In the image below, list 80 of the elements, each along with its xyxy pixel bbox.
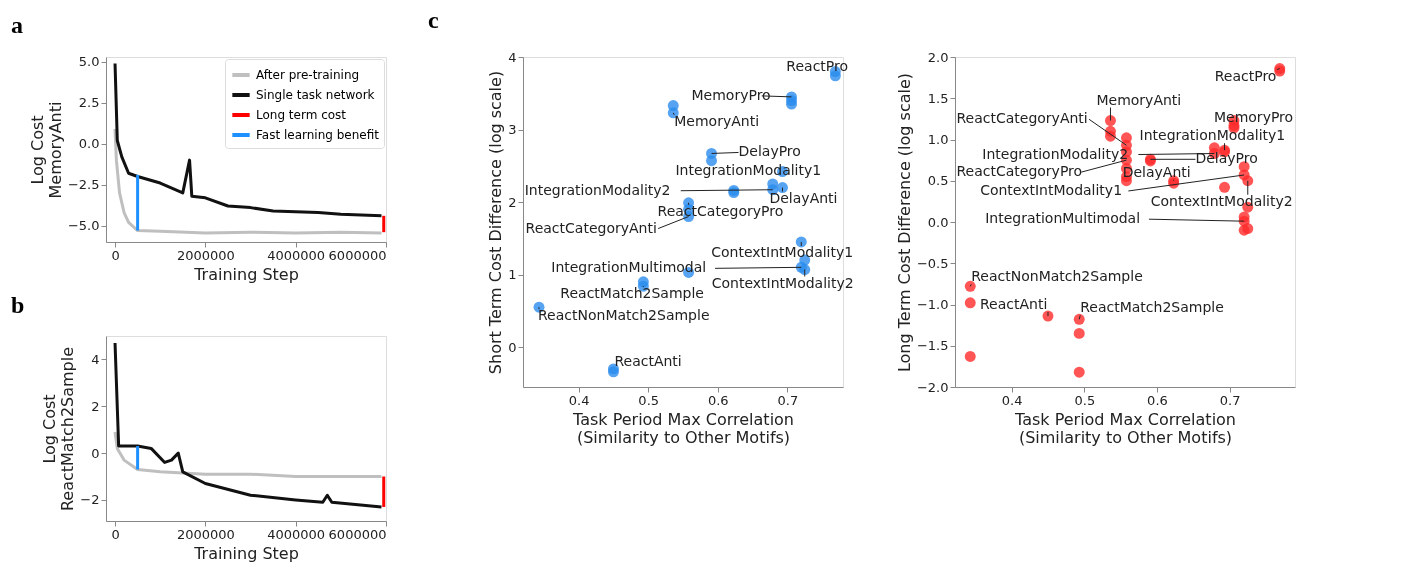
x-tick-label: 6000000 xyxy=(328,247,387,263)
annotation: MemoryAnti xyxy=(674,112,760,129)
annotation: ReactAnti xyxy=(614,352,682,369)
annotation: ContextIntModality2 xyxy=(1150,192,1293,209)
x-tick-label: 0 xyxy=(111,247,120,263)
annotation: ReactPro xyxy=(786,57,849,74)
y-tick-label: 1 xyxy=(508,267,517,283)
annotation: ReactCategoryAnti xyxy=(956,110,1088,127)
annotation: ReactNonMatch2Sample xyxy=(971,268,1143,285)
y-axis-title: Short Term Cost Difference (log scale) xyxy=(486,70,506,375)
y-tick-label: 2 xyxy=(91,398,100,414)
y-tick-label: 2.0 xyxy=(927,49,949,65)
y-tick-label: −2 xyxy=(80,492,100,508)
annotation: DelayAnti xyxy=(769,189,838,206)
x-axis-title: Task Period Max Correlation (Similarity to Other Motifs) xyxy=(1014,409,1236,447)
x-tick-label: 6000000 xyxy=(328,526,387,542)
annotation: IntegrationMultimodal xyxy=(551,259,707,276)
y-tick-label: 0 xyxy=(91,445,100,461)
x-axis-title: Training Step xyxy=(193,264,299,284)
annotation: ContextIntModality1 xyxy=(980,181,1123,198)
x-tick-label: 2000000 xyxy=(176,526,235,542)
legend-label: Long term cost xyxy=(256,108,347,122)
annotation: IntegrationMultimodal xyxy=(985,210,1141,227)
y-tick-label: 4 xyxy=(508,49,517,65)
annotation: MemoryAnti xyxy=(1096,91,1182,108)
annotation: ReactMatch2Sample xyxy=(560,285,704,302)
y-tick-label: 4 xyxy=(91,351,100,367)
legend-label: Single task network xyxy=(256,88,375,102)
x-tick-label: 0.7 xyxy=(1219,392,1241,408)
annotation: MemoryPro xyxy=(1213,109,1294,126)
y-tick-label: −1.5 xyxy=(916,338,949,354)
y-tick-label: −5.0 xyxy=(67,218,100,234)
annotation: ReactMatch2Sample xyxy=(1080,299,1224,316)
x-tick-label: 0.6 xyxy=(1147,392,1168,408)
annotation: ContextIntModality1 xyxy=(711,243,854,260)
annotation: MemoryPro xyxy=(691,86,771,103)
annotation: ReactCategoryPro xyxy=(956,163,1083,180)
annotation: IntegrationModality2 xyxy=(524,181,671,198)
x-tick-label: 2000000 xyxy=(176,247,235,263)
chart-title: a xyxy=(11,11,23,38)
x-tick-label: 0.4 xyxy=(1001,392,1023,408)
annotation: ReactCategoryAnti xyxy=(525,219,657,236)
chart-title: b xyxy=(11,292,25,318)
x-axis-title: Task Period Max Correlation (Similarity to Other Motifs) xyxy=(572,409,794,447)
x-axis-title: Training Step xyxy=(193,543,299,563)
y-tick-label: 0.0 xyxy=(78,136,100,152)
x-tick-label: 0 xyxy=(111,526,120,542)
y-tick-label: 2 xyxy=(508,194,517,210)
y-tick-label: 1.5 xyxy=(927,90,949,106)
legend-label: After pre-training xyxy=(256,68,360,82)
y-tick-label: 3 xyxy=(508,122,517,138)
annotation: ReactNonMatch2Sample xyxy=(538,307,710,324)
y-tick-label: 1.0 xyxy=(927,132,949,147)
annotation: DelayPro xyxy=(738,143,801,160)
annotation: IntegrationModality1 xyxy=(1139,127,1286,144)
x-tick-label: 0.7 xyxy=(777,392,799,408)
y-tick-label: 5.0 xyxy=(78,54,100,70)
annotation: DelayPro xyxy=(1195,150,1258,167)
y-tick-label: −2.0 xyxy=(916,379,949,395)
x-tick-label: 4000000 xyxy=(267,526,326,542)
x-tick-label: 0.5 xyxy=(638,392,660,408)
legend-label: Fast learning benefit xyxy=(256,128,380,142)
y-axis-title: Long Term Cost Difference (log scale) xyxy=(894,72,914,373)
y-tick-label: 2.5 xyxy=(78,95,100,111)
annotation: ContextIntModality2 xyxy=(711,274,854,291)
y-axis-title: Log Cost ReactMatch2Sample xyxy=(40,346,78,512)
y-tick-label: 0 xyxy=(508,339,517,355)
annotation: ReactAnti xyxy=(979,296,1048,313)
x-tick-label: 0.5 xyxy=(1074,392,1096,408)
y-axis-title: Log Cost MemoryAnti xyxy=(27,101,65,199)
x-tick-label: 0.4 xyxy=(568,392,590,408)
y-tick-label: −0.5 xyxy=(916,255,949,271)
annotation: ReactPro xyxy=(1214,67,1277,84)
y-tick-label: 0.0 xyxy=(927,214,949,230)
y-tick-label: −1.0 xyxy=(916,297,949,312)
chart-title: c xyxy=(428,7,439,33)
y-tick-label: 0.5 xyxy=(927,173,949,189)
x-tick-label: 0.6 xyxy=(707,392,729,408)
y-tick-label: −2.5 xyxy=(67,177,100,193)
x-tick-label: 4000000 xyxy=(267,247,326,263)
